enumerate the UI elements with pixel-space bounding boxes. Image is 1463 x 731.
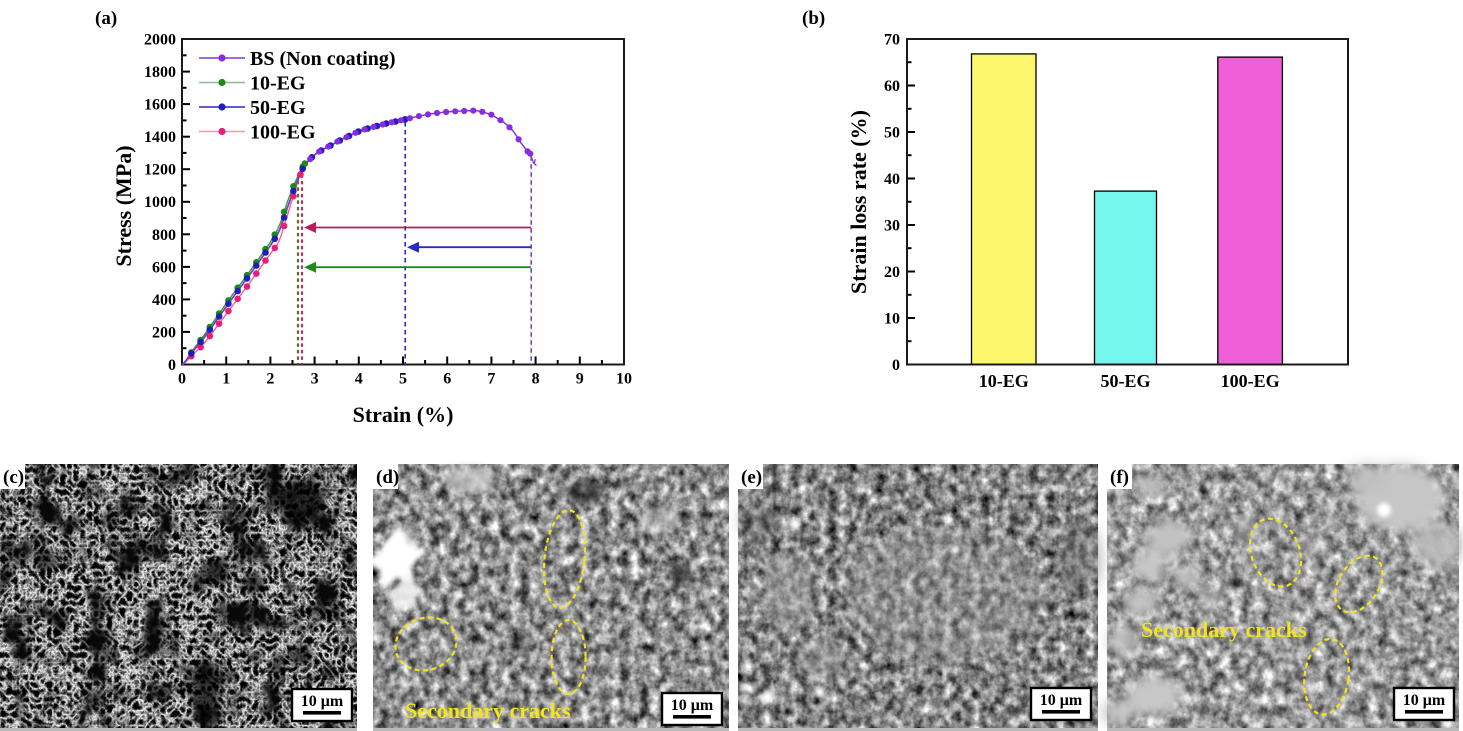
svg-text:Stress (MPa): Stress (MPa) [111, 145, 136, 266]
svg-text:(f): (f) [1110, 467, 1129, 488]
svg-text:70: 70 [884, 32, 900, 49]
svg-text:600: 600 [152, 259, 176, 276]
svg-text:1: 1 [222, 371, 230, 388]
svg-text:8: 8 [532, 371, 540, 388]
svg-text:30: 30 [884, 218, 900, 235]
svg-text:0: 0 [178, 371, 186, 388]
svg-text:5: 5 [399, 371, 407, 388]
svg-text:10-EG: 10-EG [250, 72, 306, 94]
svg-text:50-EG: 50-EG [250, 97, 306, 119]
svg-text:10 μm: 10 μm [301, 693, 344, 710]
svg-text:3: 3 [311, 371, 319, 388]
svg-text:1400: 1400 [144, 129, 176, 146]
svg-text:(e): (e) [741, 467, 762, 488]
svg-text:20: 20 [884, 264, 900, 281]
svg-text:(a): (a) [95, 8, 117, 29]
svg-text:0: 0 [892, 357, 900, 374]
svg-text:40: 40 [884, 171, 900, 188]
svg-text:10 μm: 10 μm [671, 697, 714, 714]
svg-text:10 μm: 10 μm [1040, 692, 1083, 709]
svg-text:50: 50 [884, 125, 900, 142]
svg-text:1600: 1600 [144, 97, 176, 114]
svg-text:1800: 1800 [144, 64, 176, 81]
svg-text:100-EG: 100-EG [250, 121, 316, 143]
svg-text:200: 200 [152, 324, 176, 341]
svg-text:60: 60 [884, 78, 900, 95]
svg-text:400: 400 [152, 292, 176, 309]
svg-text:10-EG: 10-EG [979, 371, 1029, 391]
svg-text:800: 800 [152, 227, 176, 244]
svg-text:(b): (b) [802, 8, 825, 29]
svg-text:10: 10 [884, 311, 900, 328]
svg-text:1000: 1000 [144, 194, 176, 211]
svg-text:4: 4 [355, 371, 363, 388]
svg-text:Strain (%): Strain (%) [353, 402, 454, 427]
svg-text:2: 2 [266, 371, 274, 388]
svg-text:1200: 1200 [144, 162, 176, 179]
svg-text:Secondary cracks: Secondary cracks [405, 698, 571, 723]
svg-text:10: 10 [616, 371, 632, 388]
svg-text:6: 6 [443, 371, 451, 388]
svg-text:Secondary cracks: Secondary cracks [1141, 617, 1307, 642]
svg-text:BS (Non coating): BS (Non coating) [250, 48, 396, 70]
svg-text:2000: 2000 [144, 32, 176, 49]
svg-text:10 μm: 10 μm [1403, 692, 1446, 709]
svg-text:(c): (c) [3, 467, 24, 488]
svg-text:0: 0 [168, 357, 176, 374]
svg-text:7: 7 [487, 371, 495, 388]
svg-text:Strain loss rate (%): Strain loss rate (%) [846, 110, 871, 294]
svg-text:(d): (d) [376, 467, 399, 488]
svg-text:9: 9 [576, 371, 584, 388]
svg-text:100-EG: 100-EG [1221, 371, 1280, 391]
svg-text:50-EG: 50-EG [1100, 371, 1150, 391]
